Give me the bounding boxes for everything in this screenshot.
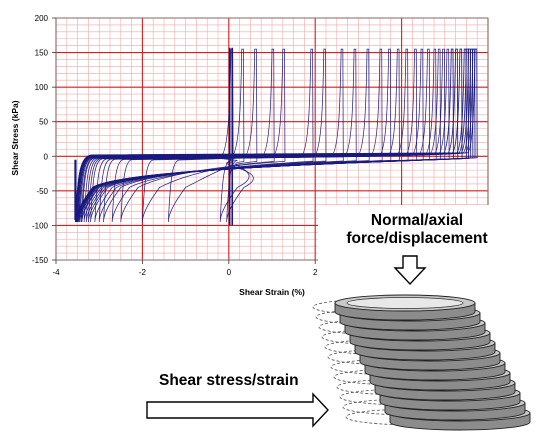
- hysteresis-loop-line: [142, 48, 275, 222]
- initial-loading-line: [228, 47, 234, 226]
- stacked-ring-shear-specimen-icon: [312, 205, 536, 441]
- hysteresis-loop-line: [103, 48, 327, 222]
- hysteresis-loop-line: [120, 48, 286, 222]
- y-tick-label: -50: [36, 187, 48, 196]
- normal-force-annotation: Normal/axial force/displacement: [322, 212, 512, 249]
- chart-axes: [52, 17, 489, 264]
- y-tick-label: -150: [32, 256, 49, 265]
- hysteresis-loop-line: [74, 48, 478, 222]
- y-tick-label: 0: [44, 152, 49, 161]
- x-tick-label: -2: [139, 268, 147, 277]
- hysteresis-loop-line: [111, 48, 314, 222]
- hysteresis-loop-line: [167, 48, 258, 222]
- y-tick-label: 50: [39, 118, 48, 127]
- normal-force-line1: Normal/axial: [370, 212, 464, 229]
- y-tick-label: -100: [32, 221, 49, 230]
- y-tick-label: 150: [35, 49, 49, 58]
- x-tick-label: 2: [313, 268, 318, 277]
- hollow-down-arrow-icon: [393, 255, 427, 286]
- hysteresis-loop-line: [219, 48, 250, 222]
- hysteresis-loop-line: [94, 48, 357, 222]
- plot-frame: [55, 17, 489, 261]
- y-axis-label: Shear Stress (kPa): [10, 100, 20, 175]
- specimen-ring-opening: [346, 297, 464, 309]
- normal-force-line2: force/displacement: [346, 230, 488, 248]
- y-tick-label: 100: [35, 83, 49, 92]
- x-tick-label: 0: [227, 268, 232, 277]
- shear-annotation: Shear stress/strain: [159, 372, 299, 389]
- y-tick-label: 200: [35, 14, 49, 23]
- hysteresis-curves: [74, 47, 478, 226]
- hysteresis-loop-line: [98, 48, 344, 222]
- x-tick-label: -4: [52, 268, 60, 277]
- hollow-right-arrow-icon: [146, 392, 329, 428]
- hysteresis-loop-line: [90, 48, 370, 222]
- x-axis-label: Shear Strain (%): [239, 287, 305, 297]
